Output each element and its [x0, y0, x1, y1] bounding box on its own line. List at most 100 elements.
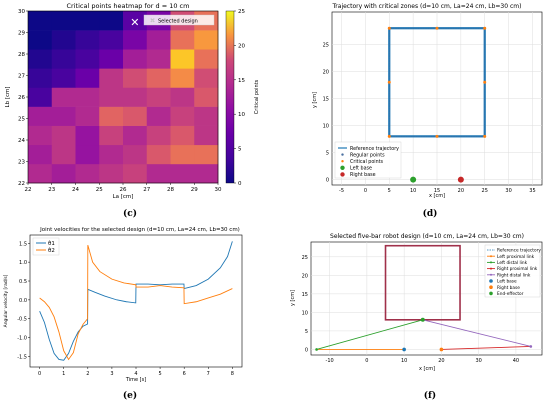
robot-x-tick-label: 0 — [365, 358, 368, 364]
heatmap-cell — [99, 11, 124, 31]
robot-y-tick-label: 10 — [302, 310, 308, 316]
left-base-point — [402, 347, 406, 352]
heatmap-cell — [51, 144, 76, 165]
heatmap-cell — [99, 49, 124, 69]
heatmap-cell — [170, 87, 195, 107]
heatmap-cell — [123, 144, 148, 165]
heatmap-y-ticks: 22 23 24 25 26 27 28 29 30 — [18, 9, 28, 187]
heatmap-cell — [170, 163, 195, 184]
trajectory-x-tick-label: 10 — [410, 188, 416, 194]
robot-plot — [315, 244, 533, 352]
trajectory-x-tick-label: 5 — [388, 188, 391, 194]
velocity-y-tick-label: -1.0 — [17, 336, 27, 342]
colorbar-bar — [225, 10, 235, 184]
trajectory-panel: Trajectory with critical zones (d=10 cm,… — [312, 3, 543, 219]
left-distal-link — [316, 319, 423, 350]
panel-label-d: (d) — [423, 208, 438, 219]
heatmap-cell — [146, 163, 171, 184]
colorbar-tick-label: 0 — [238, 181, 242, 187]
heatmap-legend: ✕ Selected design — [143, 14, 215, 26]
robot-legend-label: Right proximal link — [497, 266, 538, 272]
robot-x-tick-label: 10 — [401, 358, 407, 364]
velocity-y-tick-label: 1.0 — [19, 260, 27, 266]
colorbar-tick-label: 25 — [238, 9, 245, 15]
velocity-xlabel: Time [s] — [125, 377, 146, 383]
trajectory-x-tick-label: -5 — [339, 188, 344, 194]
velocity-x-tick-label: 4 — [134, 371, 137, 377]
robot-y-tick-label: 5 — [305, 329, 308, 335]
colorbar-tick-label: 5 — [238, 147, 242, 153]
robot-legend-marker — [489, 279, 493, 283]
trajectory-x-tick-label: 25 — [482, 188, 488, 194]
trajectory-legend-label: Right base — [350, 172, 376, 178]
heatmap-y-tick-label: 25 — [18, 117, 25, 123]
right-base-point — [439, 347, 444, 352]
right-base-point — [457, 176, 464, 183]
heatmap-cell — [170, 144, 195, 165]
heatmap-xlabel: La [cm] — [113, 194, 134, 200]
trajectory-title: Trajectory with critical zones (d=10 cm,… — [332, 3, 522, 10]
velocity-x-tick-label: 8 — [231, 371, 234, 377]
heatmap-cell — [28, 163, 53, 184]
robot-y-tick-label: 25 — [302, 255, 308, 261]
robot-legend-marker — [489, 291, 493, 296]
critical-point — [435, 26, 439, 30]
heatmap-cell — [99, 30, 124, 50]
colorbar-ticks: 0 5 10 15 20 25 — [234, 9, 245, 187]
robot-legend-label: Left distal link — [497, 260, 528, 266]
heatmap-cell — [194, 30, 219, 50]
heatmap-cell — [146, 106, 171, 126]
critical-point — [435, 134, 439, 138]
heatmap-cell — [170, 106, 195, 126]
heatmap-cell — [28, 144, 53, 165]
heatmap-cells — [28, 11, 219, 184]
velocity-y-tick-label: 0.5 — [19, 279, 27, 285]
heatmap-cell — [146, 68, 171, 88]
robot-x-tick-label: 30 — [475, 358, 481, 364]
velocity-legend-label: θ̇2 — [48, 247, 55, 254]
velocity-legend-label: θ̇1 — [48, 240, 55, 247]
heatmap-legend-marker: ✕ — [150, 18, 155, 25]
heatmap-cell — [194, 125, 219, 146]
selected-design-x: ✕ — [130, 16, 139, 29]
heatmap-cell — [28, 30, 53, 50]
velocity-ylabel: Angular velocity [rad/s] — [3, 274, 9, 327]
heatmap-cell — [99, 68, 124, 88]
heatmap-cell — [51, 11, 76, 31]
right-proximal-link — [441, 346, 531, 350]
robot-legend-marker — [489, 285, 493, 290]
heatmap-x-tick-label: 27 — [143, 187, 150, 193]
heatmap-cell — [123, 49, 148, 69]
trajectory-ylabel: y [cm] — [312, 92, 318, 108]
robot-legend-marker — [490, 273, 492, 276]
velocity-series-line — [39, 245, 233, 361]
heatmap-x-ticks: 22 23 24 25 26 27 28 29 30 — [25, 183, 222, 193]
end-effector-point — [420, 317, 425, 322]
robot-y-tick-label: 0 — [305, 347, 308, 353]
heatmap-cell — [170, 68, 195, 88]
heatmap-cell — [146, 144, 171, 165]
heatmap-cell — [194, 106, 219, 126]
trajectory-y-tick-label: 10 — [323, 124, 329, 130]
heatmap-cell — [28, 87, 53, 107]
robot-panel: Selected five-bar robot design (d=10 cm,… — [290, 233, 543, 401]
heatmap-cell — [99, 144, 124, 165]
trajectory-legend-label: Critical points — [350, 159, 384, 165]
colorbar: 0 5 10 15 20 25 Critical points — [225, 9, 260, 187]
trajectory-legend-marker — [340, 165, 345, 170]
velocity-plot: 0 1 2 3 4 5 6 7 8 -1.5 -1.0 -0.5 0.0 0.5 1.0 1.5 — [17, 241, 234, 377]
left-elbow-joint — [315, 348, 318, 351]
trajectory-x-tick-label: 30 — [505, 188, 511, 194]
right-distal-link — [422, 319, 531, 347]
trajectory-x-tick-label: 0 — [364, 188, 367, 194]
colorbar-tick-label: 10 — [238, 112, 245, 118]
velocity-title: Joint velocities for the selected design… — [39, 227, 240, 233]
trajectory-xlabel: x [cm] — [429, 193, 445, 199]
robot-legend-marker — [490, 267, 492, 270]
heatmap-cell — [75, 30, 100, 50]
velocity-legend-box — [32, 237, 60, 256]
velocity-series-line — [39, 241, 233, 361]
velocity-legend: θ̇1θ̇2 — [32, 237, 60, 256]
heatmap-cell — [28, 68, 53, 88]
